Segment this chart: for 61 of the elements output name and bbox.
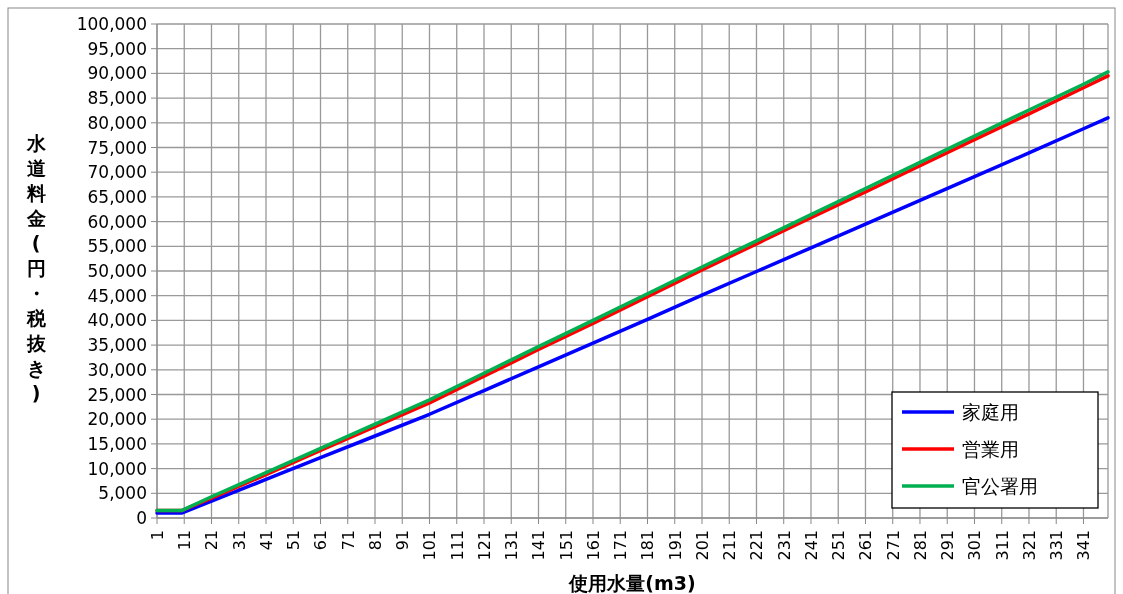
y-tick-label: 90,000 xyxy=(87,63,147,84)
x-tick-label: 251 xyxy=(829,530,849,561)
y-tick-label: 85,000 xyxy=(87,88,147,109)
x-tick-label: 241 xyxy=(801,530,821,561)
x-tick-label: 201 xyxy=(692,530,712,561)
y-tick-label: 95,000 xyxy=(87,38,147,59)
x-tick-label: 301 xyxy=(965,530,985,561)
y-tick-label: 30,000 xyxy=(87,359,147,380)
x-tick-label: 141 xyxy=(529,530,549,561)
x-tick-label: 11 xyxy=(175,530,195,551)
y-tick-label: 25,000 xyxy=(87,384,147,405)
y-tick-label: 100,000 xyxy=(76,14,147,34)
x-tick-label: 211 xyxy=(720,530,740,561)
x-tick-label: 31 xyxy=(229,530,249,551)
text: 水道料金(円・税抜き) xyxy=(26,132,46,404)
legend-label: 官公署用 xyxy=(962,475,1038,497)
x-tick-label: 121 xyxy=(474,530,494,561)
y-tick-label: 55,000 xyxy=(87,236,147,257)
x-tick-label: 231 xyxy=(774,530,794,561)
y-tick-label: 0 xyxy=(136,508,147,528)
y-tick-label: 35,000 xyxy=(87,335,147,356)
y-tick-label: 10,000 xyxy=(87,458,147,479)
x-tick-label: 191 xyxy=(665,530,685,561)
y-tick-label: 40,000 xyxy=(87,310,147,331)
y-tick-label: 75,000 xyxy=(87,137,147,158)
x-tick-label: 111 xyxy=(447,530,467,561)
legend-label: 家庭用 xyxy=(962,401,1019,423)
x-tick-label: 101 xyxy=(420,530,440,561)
x-tick-label: 291 xyxy=(938,530,958,561)
x-tick-label: 311 xyxy=(992,530,1012,561)
x-tick-label: 21 xyxy=(202,530,222,551)
y-tick-label: 80,000 xyxy=(87,112,147,133)
y-tick-label: 70,000 xyxy=(87,162,147,183)
x-tick-label: 181 xyxy=(638,530,658,561)
x-tick-label: 341 xyxy=(1074,530,1094,561)
y-tick-label: 5,000 xyxy=(98,483,147,504)
x-tick-label: 221 xyxy=(747,530,767,561)
x-tick-label: 261 xyxy=(856,530,876,561)
x-tick-label: 151 xyxy=(556,530,576,561)
x-tick-label: 271 xyxy=(883,530,903,561)
x-tick-label: 281 xyxy=(910,530,930,561)
x-tick-label: 91 xyxy=(393,530,413,551)
y-tick-label: 50,000 xyxy=(87,261,147,281)
legend-label: 営業用 xyxy=(962,438,1019,460)
y-tick-label: 15,000 xyxy=(87,433,147,454)
x-tick-label: 321 xyxy=(1019,530,1039,561)
x-tick-label: 171 xyxy=(611,530,631,561)
x-tick-label: 81 xyxy=(365,530,385,551)
x-tick-label: 61 xyxy=(311,530,331,551)
x-axis-title: 使用水量(m3) xyxy=(568,572,696,594)
x-tick-label: 51 xyxy=(284,530,304,551)
x-tick-label: 41 xyxy=(257,530,276,551)
x-tick-label: 71 xyxy=(338,530,358,551)
x-tick-label: 1 xyxy=(148,530,167,541)
x-tick-label: 161 xyxy=(583,530,603,561)
y-tick-label: 20,000 xyxy=(87,409,147,430)
y-tick-label: 60,000 xyxy=(87,211,147,232)
y-tick-label: 65,000 xyxy=(87,186,147,207)
x-tick-label: 331 xyxy=(1047,530,1067,561)
x-tick-label: 131 xyxy=(502,530,522,561)
y-tick-label: 45,000 xyxy=(87,285,147,306)
